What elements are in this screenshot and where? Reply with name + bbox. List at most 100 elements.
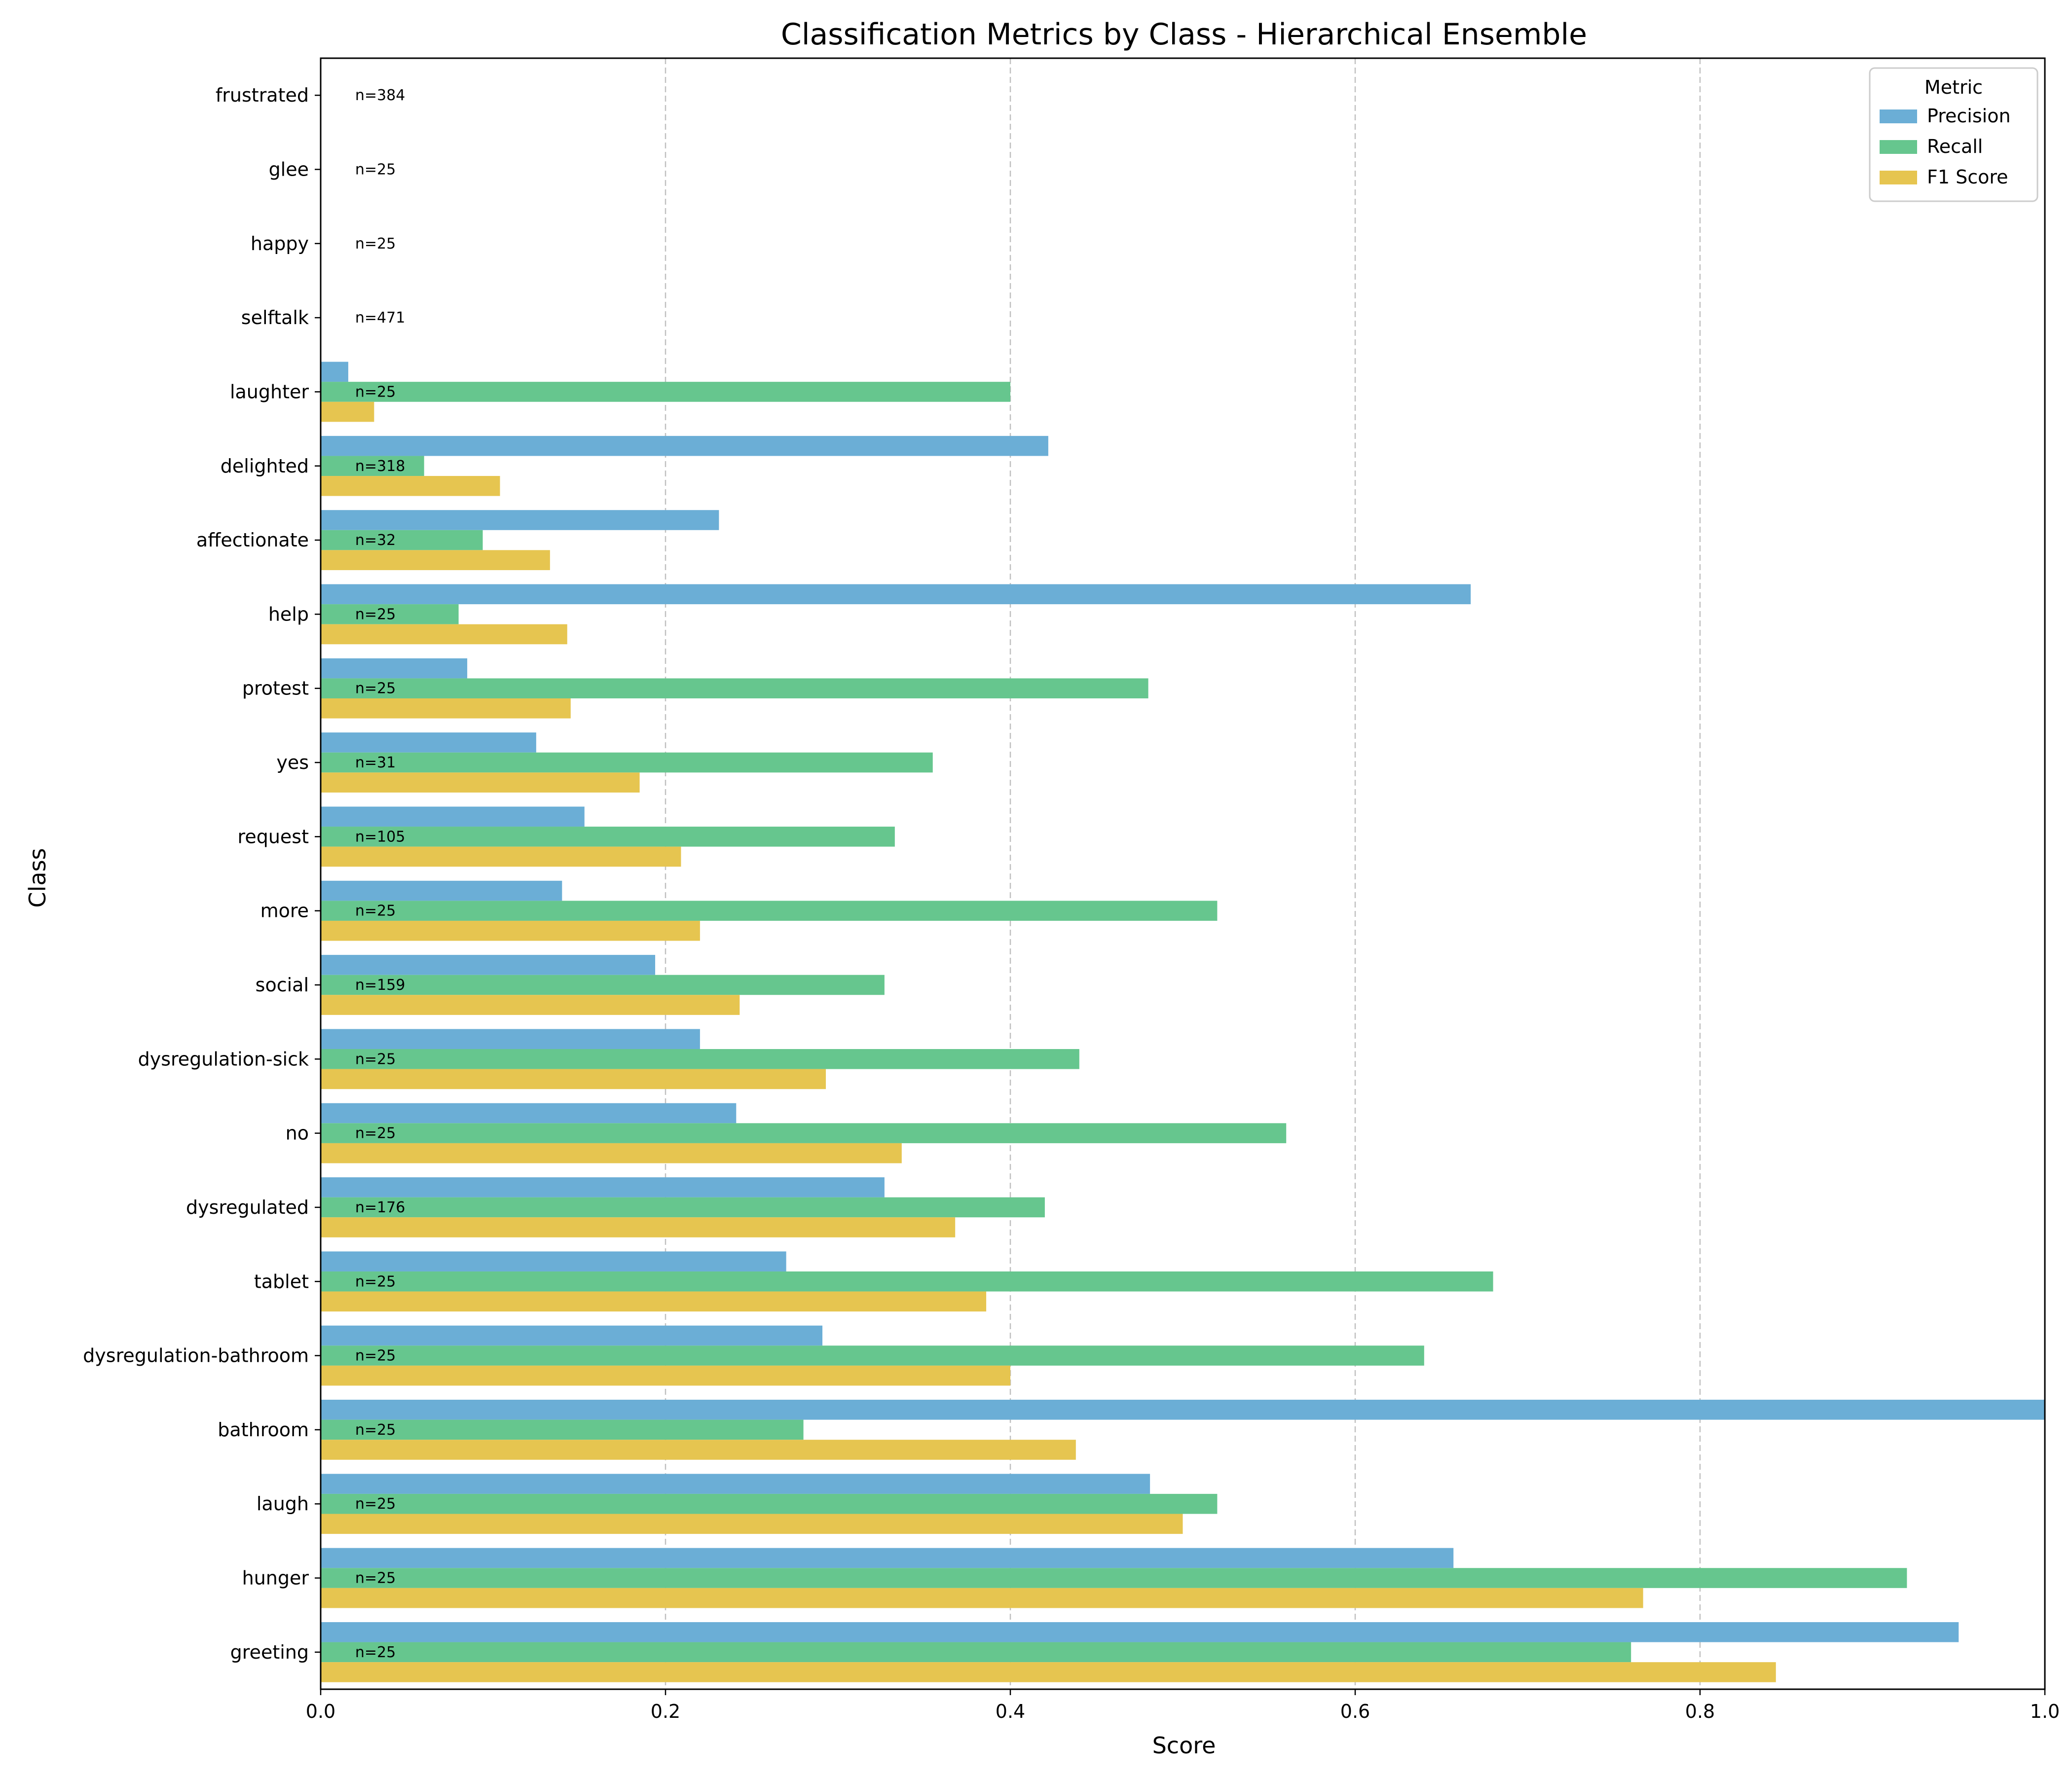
plot-frame (320, 57, 2046, 1690)
bar-precision-dysregulation-sick (321, 1029, 700, 1050)
bar-recall-more (321, 901, 1218, 921)
x-axis-label: Score (1152, 1732, 1216, 1759)
bar-recall-help (321, 604, 459, 624)
count-label-tablet: n=25 (355, 1273, 396, 1290)
count-label-selftalk: n=471 (355, 309, 405, 327)
y-tick-label-laughter: laughter (230, 381, 309, 402)
y-tick-label-selftalk: selftalk (241, 307, 309, 328)
count-label-yes: n=31 (355, 754, 396, 771)
y-tick-label-happy: happy (251, 233, 309, 254)
bar-precision-request (321, 806, 585, 827)
y-tick-label-laugh: laugh (257, 1493, 309, 1515)
bar-recall-hunger (321, 1568, 1907, 1588)
y-tick-label-dysregulated: dysregulated (186, 1197, 309, 1218)
x-tick-label: 0.2 (651, 1701, 680, 1722)
count-label-bathroom: n=25 (355, 1421, 396, 1439)
bar-f1-score-help (321, 624, 567, 645)
y-tick-label-social: social (256, 974, 309, 996)
legend-label-recall: Recall (1927, 136, 1983, 157)
bar-recall-tablet (321, 1271, 1493, 1292)
y-tick-label-affectionate: affectionate (196, 529, 309, 551)
count-label-more: n=25 (355, 903, 396, 920)
count-label-request: n=105 (355, 828, 405, 845)
bar-recall-no (321, 1123, 1287, 1143)
legend-title: Metric (1924, 76, 1983, 98)
bar-recall-delighted (321, 456, 424, 476)
legend-label-precision: Precision (1927, 105, 2011, 127)
count-label-dysregulation-sick: n=25 (355, 1051, 396, 1068)
bar-precision-dysregulated (321, 1177, 885, 1197)
count-label-no: n=25 (355, 1125, 396, 1142)
bar-precision-laugh (321, 1474, 1150, 1494)
bar-f1-score-tablet (321, 1291, 987, 1312)
y-tick-label-tablet: tablet (254, 1270, 309, 1292)
bar-precision-bathroom (321, 1400, 2045, 1420)
count-label-hunger: n=25 (355, 1570, 396, 1587)
count-label-laughter: n=25 (355, 383, 396, 400)
bar-precision-protest (321, 658, 468, 679)
y-tick-label-request: request (238, 826, 309, 847)
y-axis-label: Class (24, 848, 51, 907)
y-tick-label-frustrated: frustrated (216, 84, 309, 106)
bar-precision-more (321, 880, 562, 901)
count-label-dysregulation-bathroom: n=25 (355, 1347, 396, 1365)
y-tick-label-hunger: hunger (242, 1567, 309, 1589)
bar-recall-dysregulated (321, 1197, 1045, 1218)
x-tick-label: 0.6 (1340, 1701, 1370, 1722)
y-tick-label-help: help (268, 603, 309, 625)
bar-f1-score-yes (321, 772, 640, 793)
bar-f1-score-dysregulated (321, 1217, 956, 1237)
count-label-help: n=25 (355, 606, 396, 623)
y-tick-label-no: no (286, 1123, 309, 1144)
count-label-protest: n=25 (355, 680, 396, 697)
bar-recall-dysregulation-bathroom (321, 1345, 1424, 1366)
bar-f1-score-more (321, 920, 700, 941)
x-tick-label: 1.0 (2030, 1701, 2060, 1722)
count-label-glee: n=25 (355, 161, 396, 178)
bar-f1-score-laughter (321, 401, 374, 422)
bar-precision-help (321, 584, 1471, 605)
bar-f1-score-laugh (321, 1514, 1183, 1534)
bar-precision-hunger (321, 1548, 1454, 1568)
bar-precision-laughter (321, 362, 348, 382)
bar-f1-score-request (321, 846, 681, 867)
count-label-laugh: n=25 (355, 1495, 396, 1513)
bar-recall-yes (321, 752, 933, 773)
bar-precision-tablet (321, 1251, 786, 1271)
bar-precision-yes (321, 732, 536, 753)
bar-f1-score-protest (321, 698, 571, 719)
bar-f1-score-hunger (321, 1588, 1643, 1608)
y-tick-label-greeting: greeting (230, 1641, 309, 1663)
bar-f1-score-bathroom (321, 1440, 1076, 1460)
bar-f1-score-social (321, 995, 740, 1015)
bar-precision-greeting (321, 1622, 1959, 1642)
legend-swatch-f1-score (1880, 171, 1917, 184)
count-labels-layer: n=384 n=25 n=25 n=471 n=25 n=318 n=32 n=25 n=25 n… (355, 87, 405, 1661)
bar-recall-request (321, 827, 895, 847)
chart-title: Classification Metrics by Class - Hierar… (781, 17, 1587, 52)
legend-label-f1-score: F1 Score (1927, 166, 2008, 188)
y-tick-label-glee: glee (269, 158, 309, 180)
count-label-greeting: n=25 (355, 1644, 396, 1661)
bar-f1-score-delighted (321, 476, 500, 496)
bar-f1-score-no (321, 1143, 902, 1163)
y-tick-label-yes: yes (276, 752, 309, 773)
x-tick-label: 0.8 (1685, 1701, 1715, 1722)
legend: Metric Precision Recall F1 Score (1869, 67, 2038, 202)
y-tick-label-protest: protest (242, 678, 309, 699)
bar-recall-dysregulation-sick (321, 1049, 1079, 1069)
bar-recall-laughter (321, 382, 1010, 402)
axes-layer: frustrated glee happy selftalk laughter delig… (83, 57, 2060, 1722)
bar-recall-laugh (321, 1493, 1218, 1514)
count-label-delighted: n=318 (355, 458, 405, 475)
bar-f1-score-dysregulation-bathroom (321, 1365, 1010, 1386)
count-label-affectionate: n=32 (355, 532, 396, 549)
count-label-social: n=159 (355, 977, 405, 994)
y-tick-label-bathroom: bathroom (218, 1419, 309, 1441)
bar-recall-affectionate (321, 530, 483, 550)
bar-f1-score-affectionate (321, 550, 550, 570)
legend-swatch-precision (1880, 109, 1917, 123)
legend-frame (1869, 67, 2038, 202)
